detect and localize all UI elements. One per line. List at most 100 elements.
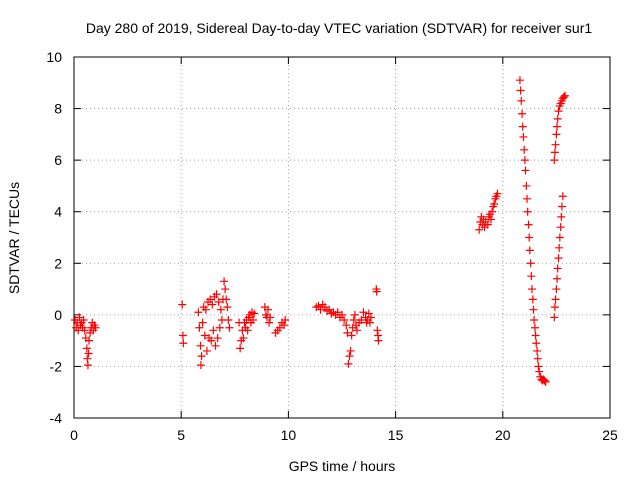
data-point: [224, 316, 233, 325]
data-point: [178, 331, 187, 340]
data-point: [550, 148, 559, 157]
data-point: [222, 295, 231, 304]
data-point: [556, 223, 565, 232]
x-tick-label: 0: [70, 427, 78, 443]
data-point: [552, 130, 561, 139]
data-point: [209, 326, 218, 335]
data-point: [365, 318, 374, 327]
data-point: [559, 92, 568, 101]
data-point: [533, 354, 542, 363]
data-point: [196, 341, 205, 350]
plot-frame: [73, 56, 611, 419]
data-point: [343, 328, 352, 337]
data-point: [216, 305, 225, 314]
data-point: [552, 285, 561, 294]
data-point: [250, 309, 259, 318]
data-point: [212, 290, 221, 299]
data-point: [202, 346, 211, 355]
data-point: [525, 233, 534, 242]
data-point: [333, 308, 342, 317]
data-point: [80, 326, 89, 335]
data-point: [519, 132, 528, 141]
data-point: [85, 336, 94, 345]
data-point: [200, 331, 209, 340]
data-point: [523, 207, 532, 216]
data-point: [535, 367, 544, 376]
x-axis-label: GPS time / hours: [289, 458, 396, 474]
data-point: [515, 76, 524, 85]
chart-title: Day 280 of 2019, Sidereal Day-to-day VTE…: [86, 20, 592, 36]
y-tick-label: 2: [54, 255, 62, 271]
data-point: [488, 207, 497, 216]
data-point: [518, 122, 527, 131]
data-point: [550, 303, 559, 312]
data-point: [541, 377, 550, 386]
data-point: [524, 220, 533, 229]
data-point: [340, 316, 349, 325]
y-tick-label: 0: [54, 307, 62, 323]
data-point: [522, 181, 531, 190]
data-point: [530, 316, 539, 325]
data-point: [239, 334, 248, 343]
data-point: [84, 349, 93, 358]
data-point: [82, 344, 91, 353]
data-point: [517, 96, 526, 105]
data-point: [554, 107, 563, 116]
data-point: [194, 308, 203, 317]
data-point: [214, 297, 223, 306]
data-point: [75, 313, 84, 322]
data-point: [557, 212, 566, 221]
data-point: [347, 331, 356, 340]
x-tick-label: 25: [602, 427, 618, 443]
data-point: [557, 202, 566, 211]
data-point: [528, 295, 537, 304]
data-point: [206, 295, 215, 304]
data-point: [490, 199, 499, 208]
data-point: [527, 285, 536, 294]
data-point: [236, 344, 245, 353]
y-axis-label: SDTVAR / TECUs: [6, 182, 22, 294]
data-point: [553, 264, 562, 273]
data-point: [527, 272, 536, 281]
data-points: [71, 76, 569, 386]
data-point: [280, 321, 289, 330]
data-point: [555, 243, 564, 252]
data-point: [195, 323, 204, 332]
data-point: [359, 308, 368, 317]
data-point: [342, 321, 351, 330]
axis-ticks: 0 5 10 15 20 25 -4 -2 0 2 4 6 8 10: [46, 49, 618, 443]
data-point: [483, 220, 492, 229]
y-tick-label: 8: [54, 101, 62, 117]
data-point: [520, 145, 529, 154]
data-point: [350, 310, 359, 319]
data-point: [211, 341, 220, 350]
data-point: [550, 313, 559, 322]
y-tick-label: 10: [46, 49, 62, 65]
x-tick-label: 15: [388, 427, 404, 443]
data-point: [534, 362, 543, 371]
data-point: [521, 166, 530, 175]
data-point: [555, 233, 564, 242]
y-tick-label: -4: [50, 410, 63, 426]
data-point: [516, 86, 525, 95]
data-point: [366, 313, 375, 322]
data-point: [265, 318, 274, 327]
data-point: [338, 310, 346, 319]
data-point: [560, 91, 569, 100]
data-point: [553, 114, 562, 123]
data-point: [531, 331, 540, 340]
data-point: [79, 316, 88, 325]
data-point: [201, 305, 210, 314]
data-point: [215, 323, 224, 332]
data-point: [264, 305, 273, 314]
data-point: [208, 300, 217, 309]
data-point: [493, 189, 502, 198]
data-point: [533, 346, 542, 355]
data-point: [275, 323, 284, 332]
data-point: [91, 323, 100, 332]
data-point: [316, 305, 325, 314]
data-point: [207, 336, 216, 345]
data-point: [525, 246, 534, 255]
data-point: [475, 225, 484, 234]
